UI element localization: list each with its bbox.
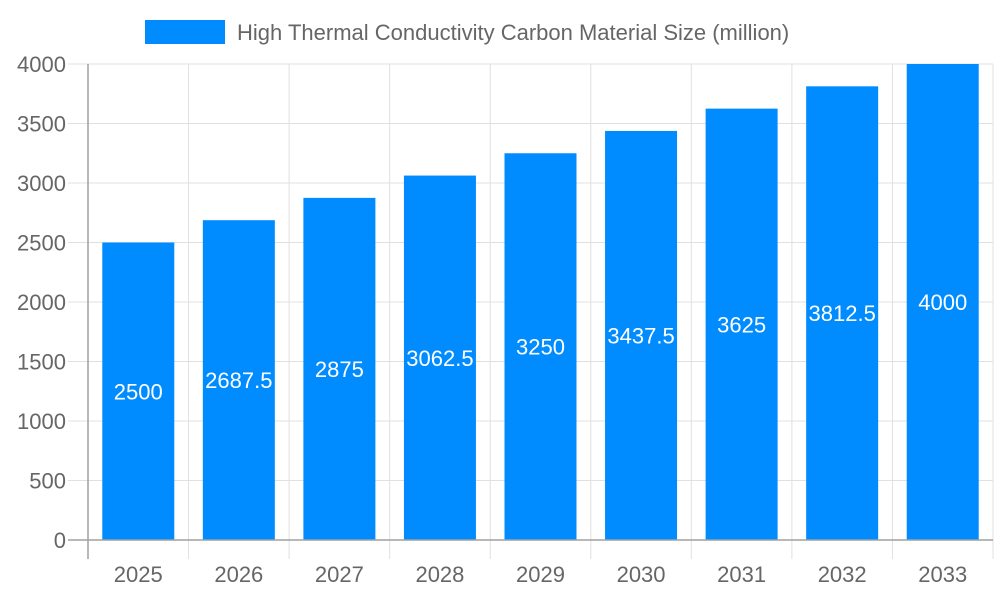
data-label: 2500	[114, 379, 163, 404]
data-label: 2875	[315, 357, 364, 382]
data-label: 3812.5	[809, 301, 876, 326]
x-tick-label: 2031	[717, 562, 766, 587]
axes: 0 500 1000 1500 2000 2500 3000 3500 4000 2025 2026…	[17, 52, 993, 587]
data-label: 3250	[516, 335, 565, 360]
bar-2031	[705, 108, 778, 540]
bar-2027	[303, 197, 376, 540]
x-tick-label: 2033	[918, 562, 967, 587]
bars: 2500 2687.5 2875 3062.5 3250 3437.5 3625 3812.5…	[102, 64, 979, 540]
bar-2025	[102, 242, 175, 540]
y-tick-label: 2500	[17, 231, 66, 256]
y-tick-label: 4000	[17, 52, 66, 77]
data-label: 4000	[918, 290, 967, 315]
y-tick-label: 3000	[17, 171, 66, 196]
data-label: 3437.5	[607, 323, 674, 348]
bar-2028	[403, 175, 476, 540]
x-tick-label: 2028	[415, 562, 464, 587]
y-tick-label: 1500	[17, 350, 66, 375]
bar-2029	[504, 153, 577, 540]
data-label: 3062.5	[406, 346, 473, 371]
bar-2033	[906, 64, 979, 540]
legend-swatch	[145, 20, 225, 44]
y-tick-label: 0	[54, 528, 66, 553]
x-tick-label: 2027	[315, 562, 364, 587]
bar-2026	[202, 220, 275, 540]
data-label: 2687.5	[205, 368, 272, 393]
bar-2032	[806, 86, 879, 540]
y-tick-label: 500	[29, 469, 66, 494]
x-tick-label: 2026	[214, 562, 263, 587]
x-tick-label: 2025	[114, 562, 163, 587]
y-tick-label: 2000	[17, 290, 66, 315]
x-tick-label: 2029	[516, 562, 565, 587]
data-label: 3625	[717, 312, 766, 337]
legend[interactable]: High Thermal Conductivity Carbon Materia…	[145, 20, 789, 45]
y-tick-label: 1000	[17, 409, 66, 434]
x-tick-label: 2032	[818, 562, 867, 587]
y-tick-label: 3500	[17, 112, 66, 137]
bar-2030	[605, 130, 678, 540]
legend-label: High Thermal Conductivity Carbon Materia…	[237, 20, 789, 45]
x-tick-label: 2030	[617, 562, 666, 587]
